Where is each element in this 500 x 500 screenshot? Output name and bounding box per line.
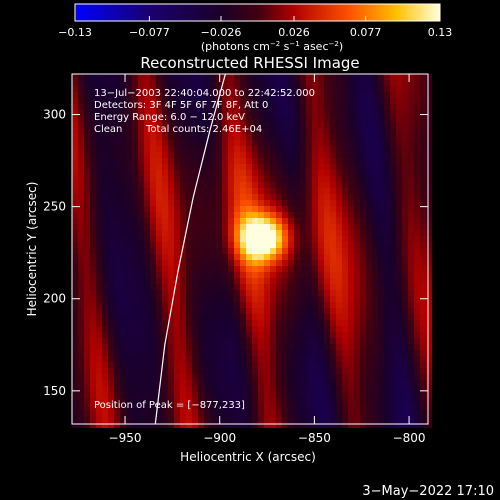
colorbar: −0.13 −0.077 −0.026 0.026 0.077 0.13 (photons…	[58, 3, 452, 53]
annotation-energy: Energy Range: 6.0 − 12.0 keV	[94, 112, 245, 123]
colorbar-tick-label: 0.026	[278, 26, 310, 39]
colorbar-ticks: −0.13 −0.077 −0.026 0.026 0.077 0.13	[58, 16, 452, 39]
annotation-clean: Clean	[94, 124, 122, 135]
x-tick-label: −850	[298, 431, 331, 445]
x-tick-label: −950	[109, 431, 142, 445]
annotation-detectors: Detectors: 3F 4F 5F 6F 7F 8F, Att 0	[94, 100, 268, 111]
plot-frame	[71, 73, 429, 425]
annotation-counts: Total counts: 2.46E+04	[145, 124, 262, 135]
solar-limb-line	[154, 73, 226, 425]
x-tick-label: −900	[203, 431, 236, 445]
chart-title: Reconstructed RHESSI Image	[140, 54, 359, 72]
y-axis-ticks: 150 200 250 300	[43, 108, 428, 398]
x-axis-ticks: −950 −900 −850 −800	[109, 74, 426, 445]
x-tick-label: −800	[393, 431, 426, 445]
x-axis-label: Heliocentric X (arcsec)	[180, 450, 316, 464]
colorbar-tick-label: 0.13	[428, 26, 453, 39]
footer-date: 3−May−2022 17:10	[362, 484, 494, 499]
colorbar-tick-label: 0.077	[350, 26, 382, 39]
y-axis-label: Heliocentric Y (arcsec)	[25, 182, 39, 317]
colorbar-gradient	[74, 3, 441, 22]
y-tick-label: 200	[43, 292, 66, 306]
annotation-time: 13−Jul−2003 22:40:04.000 to 22:42:52.000	[94, 88, 315, 99]
y-tick-label: 300	[43, 108, 66, 122]
colorbar-tick-label: −0.077	[129, 26, 170, 39]
y-tick-label: 250	[43, 200, 66, 214]
annotation-peak: Position of Peak = [−877,233]	[94, 400, 245, 411]
colorbar-tick-label: −0.026	[201, 26, 242, 39]
y-tick-label: 150	[43, 384, 66, 398]
annotations: 13−Jul−2003 22:40:04.000 to 22:42:52.000…	[94, 88, 315, 411]
colorbar-tick-label: −0.13	[58, 26, 92, 39]
colorbar-units: (photons cm−2 s−1 asec−2)	[201, 40, 343, 53]
heatmap-image	[72, 74, 432, 428]
